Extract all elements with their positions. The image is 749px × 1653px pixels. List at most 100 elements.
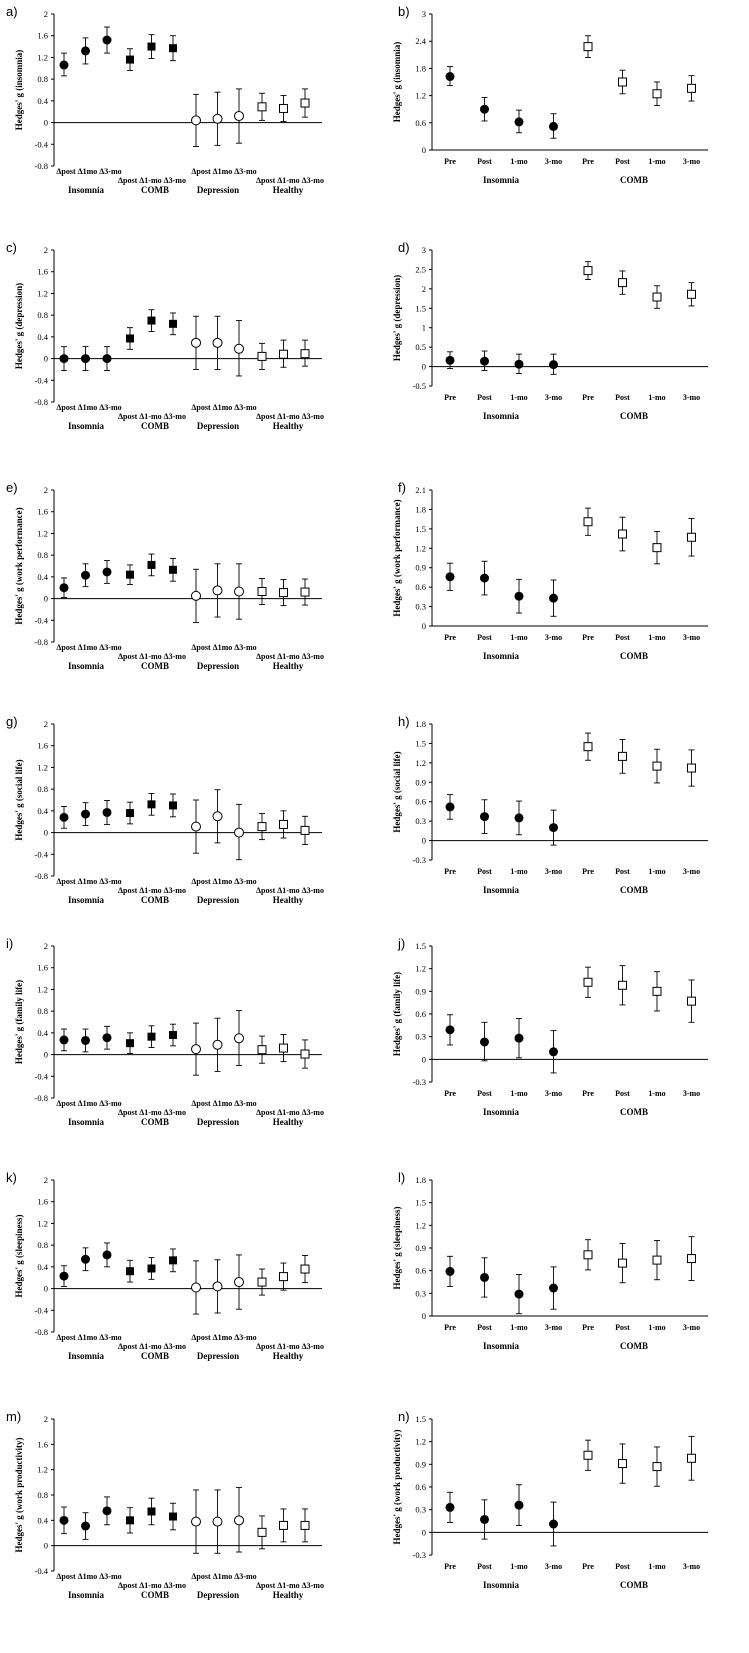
- data-point: [81, 809, 90, 819]
- panel-e: e) -0.8 -0.4 0 0.4 0.8 1.2 1.6 2 Hedges' g (work …: [6, 480, 324, 671]
- y-axis-label: Hedges' g (work performance): [392, 499, 402, 616]
- x-category-label: 1-mo: [648, 867, 665, 876]
- x-category-label: Pre: [582, 867, 594, 876]
- x-category-label: 1-mo: [510, 1562, 527, 1571]
- data-point: [549, 360, 558, 370]
- y-tick-label: 2.4: [415, 36, 426, 46]
- x-category-label: Δpost Δ1-mo Δ3-mo: [118, 886, 186, 895]
- y-tick-label: 1.5: [415, 303, 426, 313]
- data-point: [59, 60, 69, 70]
- x-category-label: Δpost Δ1mo Δ3-mo: [56, 1572, 121, 1581]
- data-point: [583, 517, 593, 527]
- x-category-label: Δpost Δ1mo Δ3-mo: [191, 1572, 256, 1581]
- x-category-label: Pre: [444, 867, 456, 876]
- data-point: [234, 1033, 244, 1044]
- group-label: Insomnia: [68, 1351, 105, 1361]
- data-point: [618, 1459, 627, 1469]
- y-tick-label: 0.9: [415, 1459, 426, 1469]
- data-point: [147, 1032, 156, 1041]
- y-tick-label: 2: [44, 941, 48, 951]
- data-point: [102, 35, 112, 45]
- x-category-label: Pre: [582, 1562, 594, 1571]
- x-category-label: 3-mo: [545, 1562, 562, 1571]
- data-point: [300, 98, 310, 108]
- panel-label: f): [398, 480, 406, 495]
- x-category-label: Δpost Δ1-mo Δ3-mo: [118, 652, 186, 661]
- x-category-label: 3-mo: [545, 157, 562, 166]
- group-label: Insomnia: [483, 1341, 520, 1351]
- x-category-label: 3-mo: [545, 1089, 562, 1098]
- x-category-label: Pre: [444, 157, 456, 166]
- data-point: [549, 1047, 558, 1057]
- data-point: [480, 356, 489, 366]
- y-tick-label: 0.4: [37, 806, 48, 816]
- data-point: [687, 532, 696, 542]
- data-point: [279, 1043, 288, 1053]
- panel-label: m): [6, 1409, 21, 1424]
- x-category-label: Pre: [444, 1323, 456, 1332]
- y-tick-label: 1.2: [415, 1437, 426, 1447]
- group-label: COMB: [141, 185, 169, 195]
- y-tick-label: 0: [44, 118, 48, 128]
- group-label: Healthy: [273, 895, 304, 905]
- data-point: [81, 354, 90, 364]
- x-category-label: Post: [615, 1562, 630, 1571]
- y-tick-label: 0.9: [415, 777, 426, 787]
- y-tick-label: 0.4: [37, 1515, 48, 1525]
- y-axis-label: Hedges' g (work productivity): [14, 1437, 24, 1552]
- y-tick-label: 1.5: [415, 1198, 426, 1208]
- panel-m: m) -0.4 0 0.4 0.8 1.2 1.6 2 Hedges' g (work prod…: [6, 1409, 324, 1600]
- data-point: [147, 1507, 156, 1516]
- x-category-label: Pre: [582, 1323, 594, 1332]
- panel-label: k): [6, 1170, 17, 1185]
- data-point: [687, 289, 696, 299]
- y-tick-label: -0.8: [35, 871, 48, 881]
- y-tick-label: 0: [44, 1541, 48, 1551]
- data-point: [618, 751, 627, 761]
- group-label: Depression: [197, 421, 239, 431]
- y-tick-label: 0.6: [415, 582, 426, 592]
- y-tick-label: 1.2: [37, 762, 48, 772]
- data-point: [169, 1031, 177, 1040]
- data-point: [300, 587, 310, 597]
- y-axis-label: Hedges' g (family life): [392, 972, 402, 1056]
- data-point: [618, 529, 627, 539]
- y-tick-label: 1.6: [37, 507, 48, 517]
- x-category-label: Post: [615, 157, 630, 166]
- data-point: [212, 1281, 223, 1292]
- y-axis-label: Hedges' g (insomnia): [14, 50, 24, 131]
- data-point: [300, 349, 310, 359]
- group-label: Insomnia: [68, 185, 105, 195]
- data-point: [514, 1033, 524, 1043]
- panel-label: a): [6, 4, 18, 19]
- y-axis-label: Hedges' g (depression): [392, 275, 402, 361]
- data-point: [81, 1521, 90, 1531]
- group-label: Insomnia: [68, 661, 105, 671]
- y-tick-label: -0.4: [35, 849, 49, 859]
- x-category-label: Δpost Δ1mo Δ3-mo: [56, 877, 121, 886]
- y-tick-label: 2: [422, 284, 426, 294]
- group-label: Insomnia: [68, 1117, 105, 1127]
- data-point: [102, 1250, 112, 1260]
- group-label: Insomnia: [68, 895, 105, 905]
- data-point: [191, 1282, 201, 1293]
- data-point: [445, 572, 455, 582]
- x-category-label: Δpost Δ1-mo Δ3-mo: [256, 1581, 324, 1590]
- y-tick-label: -0.3: [413, 1077, 426, 1087]
- data-point: [59, 1515, 69, 1525]
- group-label: Depression: [197, 1351, 239, 1361]
- data-point: [583, 742, 593, 752]
- group-label: Depression: [197, 185, 239, 195]
- y-tick-label: 2: [44, 485, 48, 495]
- y-tick-label: 0.5: [415, 342, 426, 352]
- panel-label: j): [397, 936, 405, 951]
- y-axis-label: Hedges' g (insomnia): [392, 42, 402, 123]
- data-point: [687, 996, 696, 1006]
- group-label: Insomnia: [483, 651, 520, 661]
- x-category-label: Pre: [582, 157, 594, 166]
- y-tick-label: 0: [44, 1050, 48, 1060]
- x-category-label: 3-mo: [683, 867, 700, 876]
- y-tick-label: 1.2: [37, 528, 48, 538]
- x-category-label: 3-mo: [545, 633, 562, 642]
- y-tick-label: 0: [422, 145, 426, 155]
